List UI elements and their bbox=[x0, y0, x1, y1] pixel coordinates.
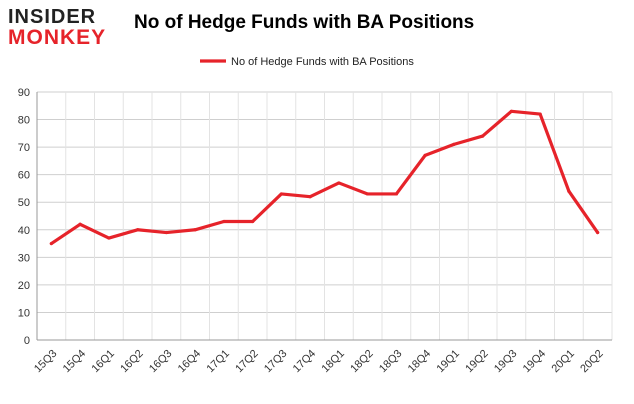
x-tick-label: 18Q1 bbox=[319, 348, 347, 376]
x-tick-label: 16Q3 bbox=[147, 348, 175, 376]
data-point bbox=[481, 134, 485, 138]
series-layer bbox=[49, 109, 600, 246]
data-point bbox=[567, 189, 571, 193]
data-point bbox=[222, 219, 226, 224]
data-point bbox=[78, 222, 82, 226]
data-point bbox=[107, 236, 111, 240]
y-tick-label: 50 bbox=[18, 197, 30, 209]
data-point bbox=[164, 230, 168, 235]
data-point bbox=[251, 219, 255, 224]
x-tick-label: 16Q2 bbox=[118, 348, 146, 376]
data-point bbox=[509, 109, 513, 113]
chart-title: No of Hedge Funds with BA Positions bbox=[134, 12, 475, 33]
y-tick-label: 20 bbox=[18, 280, 30, 292]
x-tick-label: 15Q4 bbox=[61, 348, 89, 376]
data-point bbox=[308, 195, 312, 199]
x-tick-label: 16Q4 bbox=[176, 348, 204, 376]
logo-line-2: MONKEY bbox=[8, 26, 107, 49]
series-line bbox=[49, 109, 600, 246]
x-tick-label: 17Q4 bbox=[291, 348, 319, 376]
y-tick-label: 10 bbox=[18, 307, 30, 319]
logo-line-1: INSIDER bbox=[8, 6, 97, 28]
x-tick-label: 17Q2 bbox=[233, 348, 261, 376]
data-point bbox=[136, 228, 140, 232]
legend-label: No of Hedge Funds with BA Positions bbox=[231, 56, 414, 68]
data-point bbox=[337, 181, 341, 185]
y-tick-label: 70 bbox=[18, 142, 30, 154]
y-axis-ticks: 0 10 20 30 40 50 60 70 80 90 bbox=[18, 87, 30, 347]
legend: No of Hedge Funds with BA Positions bbox=[200, 56, 414, 68]
x-tick-label: 16Q1 bbox=[89, 348, 117, 376]
data-point bbox=[366, 192, 370, 196]
y-tick-label: 60 bbox=[18, 170, 30, 182]
x-axis-ticks: 15Q3 15Q4 16Q1 16Q2 16Q3 16Q4 17Q1 17Q2 17Q3 17Q4… bbox=[32, 348, 606, 376]
x-tick-label: 19Q3 bbox=[492, 348, 520, 376]
x-tick-label: 19Q2 bbox=[463, 348, 491, 376]
x-tick-label: 19Q1 bbox=[434, 348, 462, 376]
y-tick-label: 40 bbox=[18, 225, 30, 237]
x-tick-label: 18Q3 bbox=[377, 348, 405, 376]
data-point bbox=[279, 192, 283, 196]
x-tick-label: 18Q2 bbox=[348, 348, 376, 376]
x-tick-label: 15Q3 bbox=[32, 348, 60, 376]
grid-lines bbox=[36, 91, 613, 341]
data-point bbox=[538, 112, 542, 116]
x-tick-label: 20Q2 bbox=[578, 348, 606, 376]
x-tick-label: 20Q1 bbox=[549, 348, 577, 376]
x-tick-label: 19Q4 bbox=[521, 348, 549, 376]
x-tick-label: 17Q3 bbox=[262, 348, 290, 376]
insider-monkey-logo: INSIDER MONKEY bbox=[8, 6, 118, 50]
y-tick-label: 90 bbox=[18, 87, 30, 99]
data-point bbox=[394, 192, 398, 196]
data-point bbox=[193, 228, 197, 232]
data-point bbox=[596, 230, 600, 235]
x-tick-label: 17Q1 bbox=[204, 348, 232, 376]
data-point bbox=[423, 153, 427, 157]
y-tick-label: 0 bbox=[24, 335, 30, 347]
y-tick-label: 30 bbox=[18, 252, 30, 264]
y-tick-label: 80 bbox=[18, 115, 30, 127]
x-tick-label: 18Q4 bbox=[406, 348, 434, 376]
data-point bbox=[49, 241, 53, 246]
data-point bbox=[452, 142, 456, 146]
